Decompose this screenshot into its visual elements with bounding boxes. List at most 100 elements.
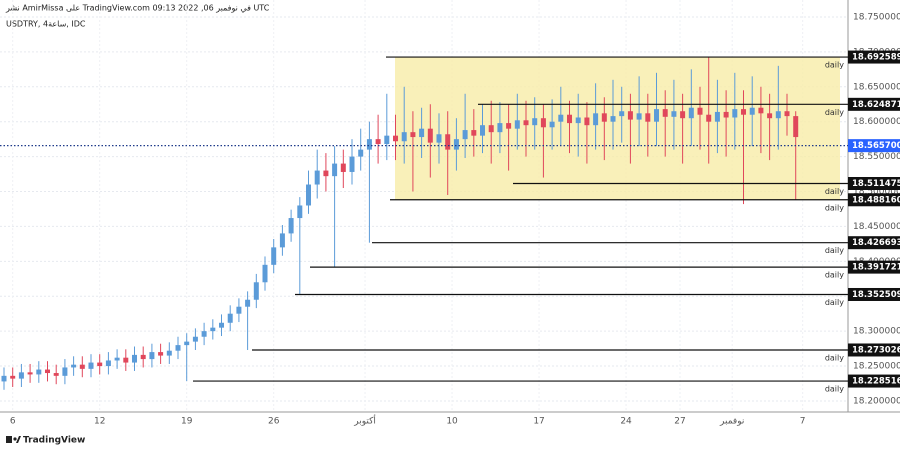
candle-body [375, 139, 381, 145]
candle-body [323, 170, 329, 177]
candle-body [784, 111, 790, 117]
range-box [395, 57, 840, 200]
candle-body [593, 113, 599, 126]
candle-body [532, 118, 538, 126]
candle-body [10, 375, 16, 379]
candle-body [175, 345, 181, 351]
candle-body [671, 111, 677, 117]
y-tick-label: 18.200000 [853, 396, 900, 406]
level-price-box [848, 287, 900, 301]
candle-body [488, 125, 494, 133]
candle-body [453, 139, 459, 150]
candle-body [123, 357, 129, 363]
candle-body [793, 116, 799, 138]
candle-body [775, 111, 781, 119]
level-price-label: 18.228516 [852, 377, 900, 387]
x-tick-label: 26 [268, 417, 280, 427]
candle-body [636, 113, 642, 120]
candle-body [436, 134, 442, 143]
candle-body [45, 369, 51, 374]
candle-body [714, 111, 720, 122]
candle-body [62, 367, 68, 376]
candle-body [184, 341, 190, 346]
candle-body [706, 114, 712, 122]
candle-body [227, 313, 233, 323]
candle-body [480, 125, 486, 136]
candle-body [741, 109, 747, 115]
level-price-label: 18.391721 [852, 263, 900, 273]
y-tick-label: 18.250000 [853, 362, 900, 372]
last-price-box [848, 139, 900, 153]
candle-body [427, 128, 433, 143]
y-tick-label: 18.550000 [853, 152, 900, 162]
candle-body [645, 113, 651, 122]
x-tick-label: أكتوبر [353, 415, 376, 427]
y-tick-label: 18.600000 [853, 117, 900, 127]
level-price-box [848, 343, 900, 357]
candle-body [1, 375, 7, 382]
candle-body [758, 107, 764, 114]
candle-body [749, 107, 755, 115]
candle-body [105, 360, 111, 367]
level-note: daily [825, 108, 844, 117]
x-tick-label: 12 [94, 417, 105, 427]
level-price-box [848, 50, 900, 64]
brand-logo [6, 436, 21, 443]
level-price-box [848, 177, 900, 191]
candle-body [680, 111, 686, 119]
candle-body [97, 362, 103, 367]
candle-body [358, 149, 364, 157]
candle-body [419, 128, 425, 138]
candle-body [140, 354, 146, 360]
candle-body [584, 117, 590, 126]
level-price-box [848, 193, 900, 207]
candle-body [767, 113, 773, 119]
level-note: daily [825, 187, 844, 196]
candle-body [575, 117, 581, 124]
candle-body [654, 109, 660, 122]
candle-body [401, 132, 407, 142]
candle-body [158, 352, 164, 356]
x-tick-label: 6 [10, 417, 16, 427]
y-tick-label: 18.450000 [853, 222, 900, 232]
candle-body [506, 123, 512, 129]
candle-body [445, 134, 451, 150]
candle-body [71, 364, 77, 368]
candle-body [601, 113, 607, 122]
candle-body [27, 372, 33, 375]
level-price-box [848, 236, 900, 250]
candle-body [514, 120, 520, 129]
candle-body [245, 299, 251, 307]
x-tick-label: 24 [620, 417, 632, 427]
x-tick-label: 27 [674, 417, 685, 427]
x-tick-label: 7 [800, 417, 806, 427]
brand: TradingView [23, 436, 85, 446]
level-price-label: 18.273026 [852, 345, 900, 355]
level-note: daily [825, 298, 844, 307]
level-price-label: 18.511475 [852, 179, 900, 189]
candle-body [471, 130, 477, 136]
candle-body [271, 247, 277, 265]
y-tick-label: 18.650000 [853, 82, 900, 92]
candle-body [253, 282, 259, 300]
candle-body [393, 135, 399, 142]
candle-body [36, 369, 42, 375]
candle-body [149, 352, 155, 360]
candle-body [297, 205, 303, 219]
y-tick-label: 18.500000 [853, 187, 900, 197]
candle-body [558, 114, 564, 122]
candle-body [523, 120, 529, 126]
candle-body [349, 156, 355, 172]
candle-body [662, 109, 668, 117]
level-note: daily [825, 271, 844, 280]
candle-body [18, 372, 24, 379]
candle-body [210, 327, 216, 332]
candle-body [410, 132, 416, 138]
level-price-box [848, 97, 900, 111]
candle-body [549, 121, 555, 128]
candle-body [540, 118, 546, 128]
candle-body [88, 362, 94, 369]
candle-body [166, 350, 172, 356]
level-price-label: 18.488160 [852, 195, 900, 205]
